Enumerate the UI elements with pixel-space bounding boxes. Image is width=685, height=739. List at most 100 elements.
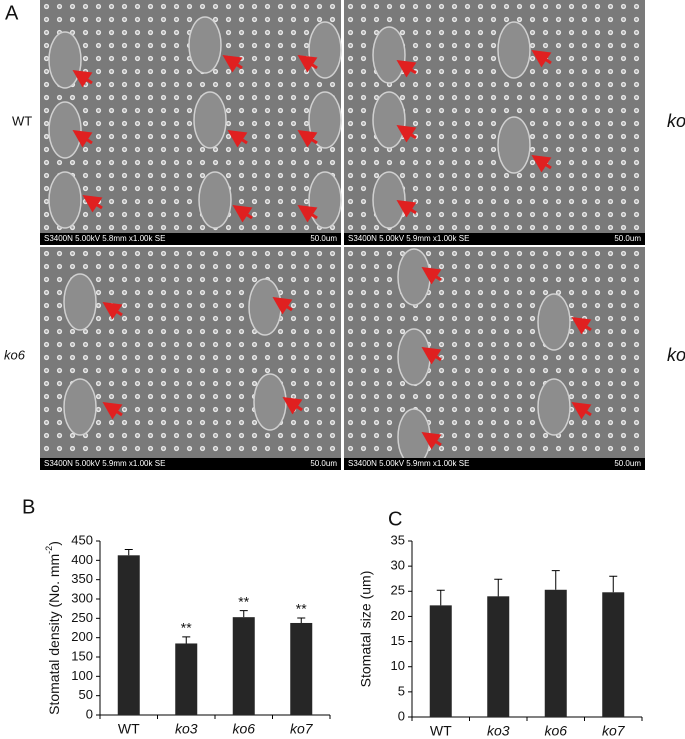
bar [429, 605, 452, 717]
red-arrow [222, 55, 243, 73]
red-arrow [282, 397, 303, 415]
stoma [372, 91, 406, 149]
info-text: S3400N 5.00kV 5.9mm x1.00k SE [348, 459, 469, 468]
panel-label: C [388, 508, 402, 530]
y-tick-label: 20 [391, 608, 405, 623]
x-tick-label: ko6 [544, 723, 567, 739]
red-arrow [396, 60, 417, 78]
red-arrow [571, 402, 592, 420]
scale-text: 50.0um [614, 234, 641, 243]
stoma [253, 373, 287, 431]
y-axis-label-part: ) [46, 541, 62, 546]
info-bar [40, 458, 341, 470]
scale-text: 50.0um [614, 459, 641, 468]
red-arrow [421, 267, 442, 285]
y-tick-label: 150 [71, 648, 93, 663]
x-tick-label: ko3 [487, 723, 510, 739]
genotype-label: ko7 [667, 345, 685, 365]
error-bar [436, 589, 445, 606]
sem-image: S3400N 5.00kV 5.9mm x1.00k SE 50.0um [344, 247, 645, 470]
panel-label: B [22, 496, 35, 518]
stoma [397, 248, 431, 306]
stoma [372, 171, 406, 229]
significance: ** [181, 620, 192, 636]
bar [602, 592, 625, 717]
red-arrow [297, 205, 318, 223]
y-tick-label: 250 [71, 610, 93, 625]
red-arrow [531, 155, 552, 173]
significance: ** [296, 601, 307, 617]
y-axis-label: Stomatal size (um) [358, 571, 374, 688]
stoma [497, 21, 531, 79]
x-tick-label: ko3 [175, 721, 198, 737]
error-bar [239, 610, 248, 618]
stoma [308, 171, 342, 229]
stoma [48, 171, 82, 229]
red-arrow [571, 317, 592, 335]
sem-image: S3400N 5.00kV 5.9mm x1.00k SE 50.0um [344, 0, 645, 245]
x-tick-label: WT [118, 721, 140, 737]
error-bar [551, 570, 560, 590]
red-arrow [102, 402, 123, 420]
y-tick-label: 25 [391, 583, 405, 598]
red-arrow [272, 297, 293, 315]
y-tick-label: 35 [391, 532, 405, 547]
stoma [497, 116, 531, 174]
stoma [537, 293, 571, 351]
error-bar [494, 578, 503, 597]
stoma [63, 378, 97, 436]
y-tick-label: 50 [79, 687, 93, 702]
y-axis-label-part: Stomatal density (No. mm [46, 554, 62, 715]
y-tick-label: 10 [391, 658, 405, 673]
panel-label: A [5, 2, 19, 24]
y-axis-label-part: -2 [44, 546, 54, 554]
x-tick-label: ko7 [290, 721, 314, 737]
bar [290, 622, 313, 715]
red-arrow [297, 130, 318, 148]
stoma [537, 378, 571, 436]
red-arrow [531, 50, 552, 68]
red-arrow [232, 205, 253, 223]
red-arrow [396, 200, 417, 218]
red-arrow [396, 125, 417, 143]
error-bar [609, 575, 618, 593]
x-tick-label: WT [430, 723, 452, 739]
y-tick-label: 30 [391, 558, 405, 573]
stoma [193, 91, 227, 149]
y-tick-label: 100 [71, 668, 93, 683]
bar [487, 596, 510, 717]
genotype-label: ko6 [4, 347, 26, 362]
y-tick-label: 400 [71, 552, 93, 567]
sem-image: S3400N 5.00kV 5.8mm x1.00k SE 50.0um [40, 0, 342, 245]
y-tick-label: 5 [398, 683, 405, 698]
stoma [397, 408, 431, 466]
red-arrow [102, 302, 123, 320]
genotype-label: WT [12, 113, 32, 128]
sem-background [344, 247, 645, 470]
stoma [48, 101, 82, 159]
stoma [397, 328, 431, 386]
y-tick-label: 0 [398, 708, 405, 723]
red-arrow [82, 195, 103, 213]
red-arrow [72, 130, 93, 148]
y-tick-label: 300 [71, 590, 93, 605]
sem-image: S3400N 5.00kV 5.9mm x1.00k SE 50.0um [40, 247, 341, 470]
info-bar [344, 458, 645, 470]
red-arrow [227, 130, 248, 148]
red-arrow [421, 347, 442, 365]
bar [232, 617, 255, 715]
info-text: S3400N 5.00kV 5.9mm x1.00k SE [348, 234, 469, 243]
scale-text: 50.0um [310, 234, 337, 243]
y-tick-label: 350 [71, 571, 93, 586]
y-tick-label: 0 [86, 706, 93, 721]
info-bar [40, 233, 341, 245]
bar [544, 589, 567, 717]
significance: ** [238, 593, 249, 609]
scale-text: 50.0um [310, 459, 337, 468]
error-bar [297, 617, 306, 623]
y-tick-label: 450 [71, 532, 93, 547]
stoma [372, 26, 406, 84]
genotype-label: ko3 [667, 111, 685, 131]
stoma [198, 171, 232, 229]
